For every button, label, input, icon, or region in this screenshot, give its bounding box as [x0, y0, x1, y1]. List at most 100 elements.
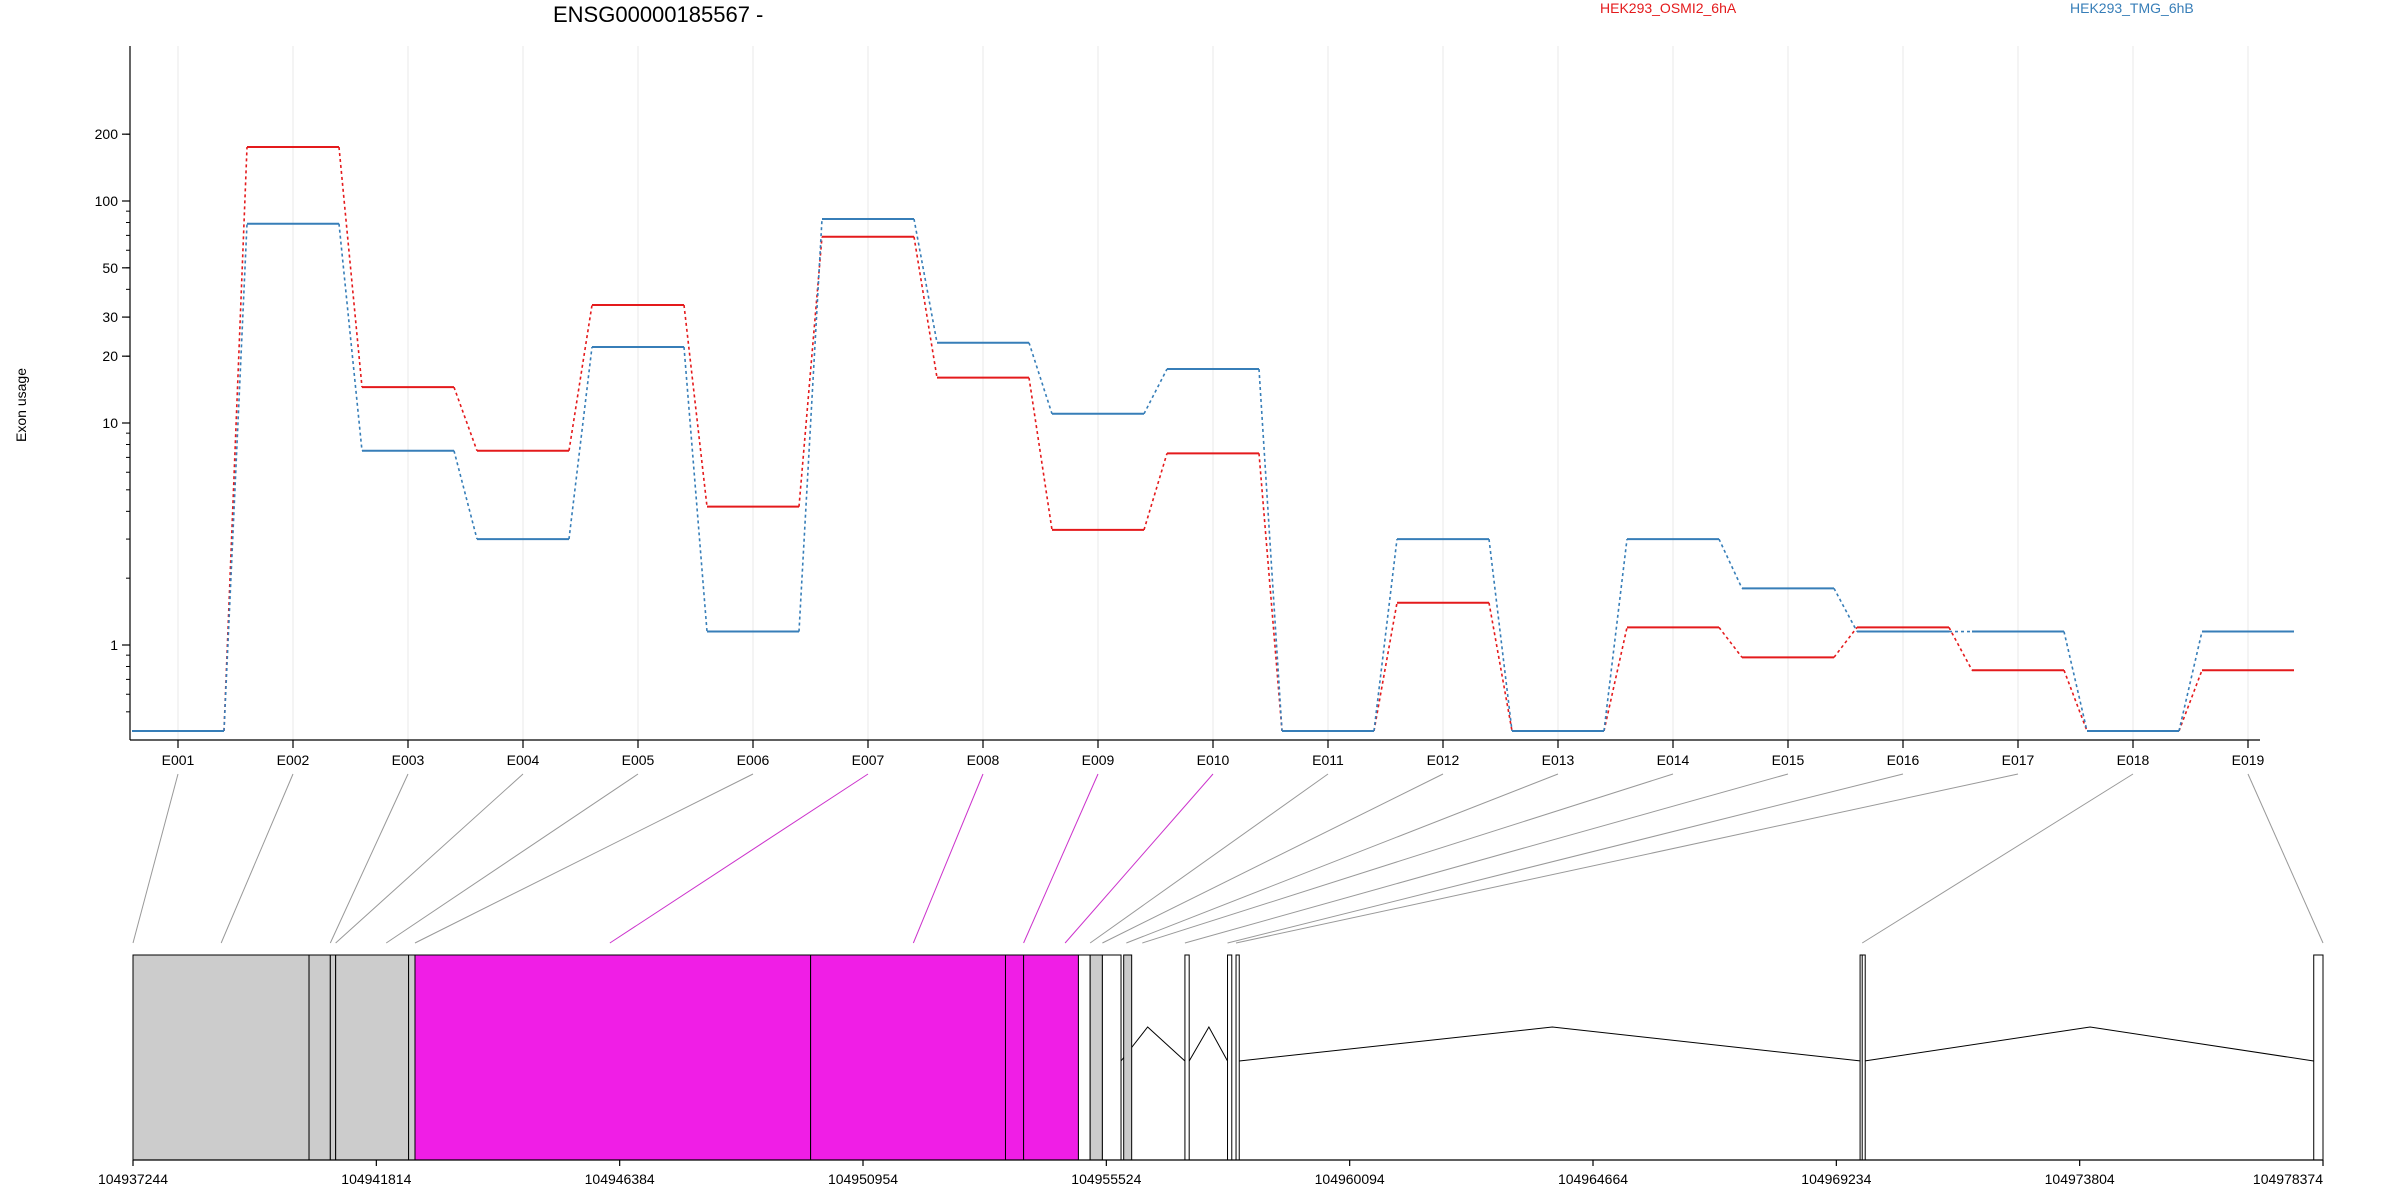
gene-model — [132, 954, 2324, 1161]
exon-box — [414, 954, 812, 1161]
y-axis-label: Exon usage — [13, 368, 29, 442]
x-tick-label: E007 — [852, 752, 885, 768]
exon-link-line — [1184, 773, 1789, 944]
x-tick-label: E008 — [967, 752, 1000, 768]
genomic-coordinate-axis: 104937244 104941814 104946384 104950954 1049… — [98, 1159, 2324, 1187]
exon-link-line — [2247, 773, 2324, 944]
series-connector — [453, 450, 478, 540]
series-connector — [1603, 538, 1628, 732]
x-axis: E001 E002 E003 E004 E005 E006 E007 E008 E009 E010… — [130, 739, 2265, 768]
exon-link-line — [912, 773, 984, 944]
x-tick-label: E014 — [1657, 752, 1690, 768]
exon-link-line — [329, 773, 409, 944]
series-connector — [1028, 377, 1053, 531]
y-tick-label: 100 — [95, 193, 119, 209]
series-connector — [1718, 626, 1743, 658]
exon-box — [408, 954, 416, 1161]
exon-box — [1089, 954, 1103, 1161]
exon-link-line — [1142, 773, 1674, 944]
exon-link-line — [1235, 773, 2019, 944]
genomic-tick-label: 104937244 — [98, 1171, 168, 1187]
legend-series-1: HEK293_OSMI2_6hA — [1600, 0, 1737, 16]
series-connector — [1948, 627, 1973, 671]
x-tick-label: E013 — [1542, 752, 1575, 768]
series-connector — [338, 146, 363, 388]
genomic-tick-label: 104941814 — [341, 1171, 411, 1187]
series-connector — [2063, 669, 2088, 732]
exon-link-line — [1089, 773, 1329, 944]
x-tick-label: E018 — [2117, 752, 2150, 768]
series-connector — [1258, 368, 1283, 732]
series-connector — [683, 346, 708, 632]
exon-link-line — [385, 773, 639, 944]
exon-box — [1023, 954, 1079, 1161]
series-connector — [913, 218, 938, 343]
y-tick-label: 200 — [95, 126, 119, 142]
exon-box — [1227, 954, 1233, 1161]
exon-box — [2313, 954, 2324, 1161]
x-tick-label: E012 — [1427, 752, 1460, 768]
exon-link-line — [1102, 773, 1444, 944]
exon-box — [1861, 954, 1866, 1161]
series-connector — [2178, 669, 2203, 732]
x-tick-label: E010 — [1197, 752, 1230, 768]
exon-link-line — [1861, 773, 2134, 944]
exon-box — [1235, 954, 1240, 1161]
series-connector — [1718, 538, 1743, 589]
series-connector — [2063, 631, 2088, 732]
exon-box — [329, 954, 337, 1161]
genomic-tick-label: 104978374 — [2253, 1171, 2323, 1187]
exon-link-line — [1227, 773, 1904, 944]
x-tick-label: E011 — [1312, 752, 1344, 768]
exon-link-line — [220, 773, 294, 944]
series-connector — [1143, 453, 1168, 531]
exon-box — [308, 954, 331, 1161]
series-connector — [913, 236, 938, 378]
series-connector — [1373, 602, 1398, 732]
x-tick-label: E005 — [622, 752, 655, 768]
y-tick-label: 30 — [102, 309, 118, 325]
series-connector — [1833, 587, 1858, 632]
chart-title: ENSG00000185567 - — [553, 2, 763, 27]
x-tick-label: E017 — [2002, 752, 2035, 768]
exon-link-lines — [132, 773, 2324, 944]
series-connector — [1488, 538, 1513, 732]
y-tick-label: 10 — [102, 415, 118, 431]
series-connector — [798, 218, 823, 632]
exon-box — [1101, 954, 1122, 1161]
series-connector — [568, 304, 593, 451]
x-tick-label: E001 — [162, 752, 195, 768]
series-connector — [223, 223, 248, 731]
series-connector — [223, 147, 248, 731]
x-tick-label: E004 — [507, 752, 540, 768]
series-connector — [1603, 627, 1628, 732]
series-connector — [338, 223, 363, 451]
exon-box — [1004, 954, 1025, 1161]
exon-box — [335, 954, 410, 1161]
genomic-tick-label: 104950954 — [828, 1171, 898, 1187]
y-tick-label: 50 — [102, 260, 118, 276]
exon-link-line — [335, 773, 524, 944]
exon-link-line — [414, 773, 754, 944]
genomic-tick-label: 104973804 — [2045, 1171, 2115, 1187]
grid-lines — [177, 46, 2249, 740]
x-tick-label: E003 — [392, 752, 425, 768]
exon-box — [810, 954, 1006, 1161]
series-connector — [453, 386, 478, 452]
genomic-tick-label: 104969234 — [1801, 1171, 1871, 1187]
exon-box — [1077, 954, 1091, 1161]
exon-link-line — [132, 773, 179, 944]
x-tick-label: E009 — [1082, 752, 1115, 768]
exon-link-line — [1064, 773, 1214, 944]
exon-link-line — [1023, 773, 1099, 944]
series-connector — [1488, 602, 1513, 732]
x-tick-label: E019 — [2232, 752, 2265, 768]
x-tick-label: E016 — [1887, 752, 1920, 768]
series-connector — [1258, 453, 1283, 732]
exon-box — [1184, 954, 1190, 1161]
series-connector — [1143, 368, 1168, 415]
y-tick-label: 20 — [102, 348, 118, 364]
x-tick-label: E015 — [1772, 752, 1805, 768]
intron-line — [1864, 1026, 2314, 1062]
